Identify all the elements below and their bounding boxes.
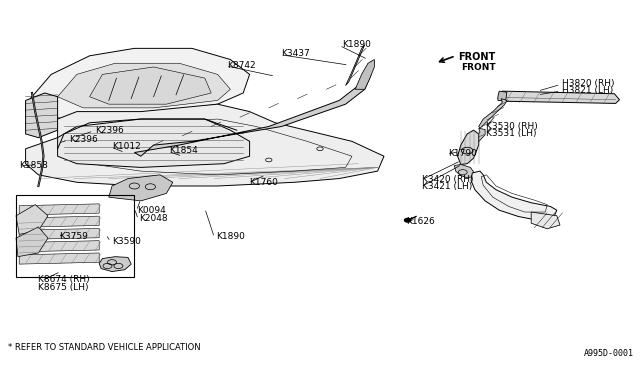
Text: K3530 (RH): K3530 (RH)	[486, 122, 538, 131]
Text: FRONT: FRONT	[458, 52, 495, 62]
Polygon shape	[99, 257, 131, 272]
Polygon shape	[458, 128, 485, 156]
Text: H3820 (RH): H3820 (RH)	[562, 79, 614, 88]
Text: K1854: K1854	[170, 146, 198, 155]
Text: K3759: K3759	[60, 232, 88, 241]
Polygon shape	[58, 63, 230, 108]
Text: K3420 (RH): K3420 (RH)	[422, 175, 474, 184]
Text: A995D-0001: A995D-0001	[584, 349, 634, 358]
Polygon shape	[16, 205, 48, 234]
Polygon shape	[498, 91, 620, 103]
Text: K8675 (LH): K8675 (LH)	[38, 283, 89, 292]
Text: K1858: K1858	[19, 161, 48, 170]
Text: K8742: K8742	[227, 61, 256, 70]
Text: K8674 (RH): K8674 (RH)	[38, 275, 90, 284]
Text: K1760: K1760	[250, 178, 278, 187]
Text: K3421 (LH): K3421 (LH)	[422, 182, 473, 190]
Polygon shape	[454, 164, 474, 178]
Text: K1890: K1890	[342, 40, 371, 49]
Text: K1890: K1890	[216, 232, 244, 241]
Polygon shape	[471, 171, 557, 220]
Circle shape	[404, 218, 411, 222]
Polygon shape	[19, 216, 99, 227]
Polygon shape	[531, 212, 560, 229]
Polygon shape	[19, 204, 99, 215]
Bar	[16, 195, 134, 277]
Text: K3590: K3590	[112, 237, 141, 246]
Text: K1012: K1012	[112, 142, 141, 151]
Polygon shape	[26, 104, 384, 186]
Text: K1626: K1626	[406, 217, 435, 226]
Polygon shape	[19, 253, 99, 264]
Polygon shape	[26, 93, 58, 138]
Polygon shape	[16, 227, 48, 257]
Text: K3437: K3437	[282, 49, 310, 58]
Text: K3531 (LH): K3531 (LH)	[486, 129, 537, 138]
Polygon shape	[458, 130, 479, 164]
Polygon shape	[355, 60, 374, 89]
Polygon shape	[19, 228, 99, 240]
Polygon shape	[134, 74, 371, 156]
Text: FRONT: FRONT	[461, 63, 495, 72]
Polygon shape	[479, 99, 507, 128]
Text: K1790: K1790	[448, 149, 477, 158]
Text: K2396: K2396	[69, 135, 98, 144]
Polygon shape	[19, 241, 99, 252]
Text: K2396: K2396	[95, 126, 124, 135]
Polygon shape	[498, 91, 507, 101]
Polygon shape	[90, 67, 211, 104]
Text: K0094: K0094	[138, 206, 166, 215]
Polygon shape	[109, 175, 173, 201]
Text: * REFER TO STANDARD VEHICLE APPLICATION: * REFER TO STANDARD VEHICLE APPLICATION	[8, 343, 200, 352]
Polygon shape	[26, 48, 250, 119]
Polygon shape	[58, 119, 250, 167]
Text: H3821 (LH): H3821 (LH)	[562, 86, 613, 95]
Polygon shape	[346, 45, 365, 86]
Text: K2048: K2048	[140, 214, 168, 223]
